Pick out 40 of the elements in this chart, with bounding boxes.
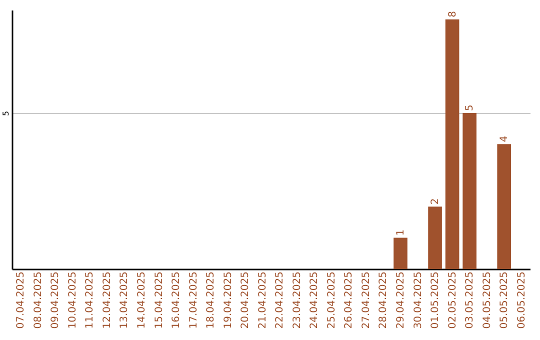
x-tick-label: 28.04.2025 [378, 272, 390, 329]
x-tick-label: 03.05.2025 [464, 272, 476, 329]
x-tick-label: 12.04.2025 [102, 272, 113, 329]
x-tick-label: 11.04.2025 [84, 272, 96, 329]
x-tick-label: 18.04.2025 [206, 272, 217, 329]
bar [445, 19, 460, 269]
data-label: 2 [430, 198, 442, 205]
bar [497, 144, 512, 269]
x-tick-label: 30.04.2025 [412, 272, 424, 329]
x-tick-label: 19.04.2025 [222, 272, 234, 329]
x-tick-label: 06.05.2025 [516, 272, 528, 329]
x-tick-label: 01.05.2025 [430, 272, 442, 329]
x-tick-label: 14.04.2025 [136, 272, 148, 329]
bar [428, 206, 442, 269]
x-tick-label: 22.04.2025 [274, 272, 286, 329]
data-label: 4 [499, 136, 510, 142]
data-label: 8 [447, 10, 458, 18]
data-label: 1 [396, 229, 406, 236]
x-tick-label: 09.04.2025 [50, 272, 62, 329]
x-tick-label: 20.04.2025 [240, 272, 252, 329]
x-tick-label: 02.05.2025 [447, 272, 458, 329]
x-tick-label: 13.04.2025 [119, 272, 130, 329]
bar [462, 112, 476, 269]
x-tick-label: 05.05.2025 [499, 272, 510, 329]
x-tick-label: 29.04.2025 [396, 272, 406, 329]
x-tick-label: 04.05.2025 [482, 272, 493, 329]
x-tick-label: 27.04.2025 [360, 272, 372, 329]
x-tick-label: 15.04.2025 [154, 272, 165, 329]
bar [394, 238, 408, 269]
x-tick-label: 26.04.2025 [344, 272, 355, 329]
data-label: 5 [464, 104, 476, 111]
x-tick-label: 21.04.2025 [257, 272, 268, 329]
x-tick-label: 16.04.2025 [171, 272, 182, 329]
x-tick-label: 08.04.2025 [32, 272, 44, 329]
x-tick-label: 17.04.2025 [188, 272, 200, 329]
x-tick-label: 25.04.2025 [326, 272, 338, 329]
x-tick-label: 10.04.2025 [67, 272, 78, 329]
x-tick-label: 24.04.2025 [309, 272, 320, 329]
x-tick-label: 23.04.2025 [292, 272, 303, 329]
x-tick-label: 07.04.2025 [16, 272, 27, 329]
